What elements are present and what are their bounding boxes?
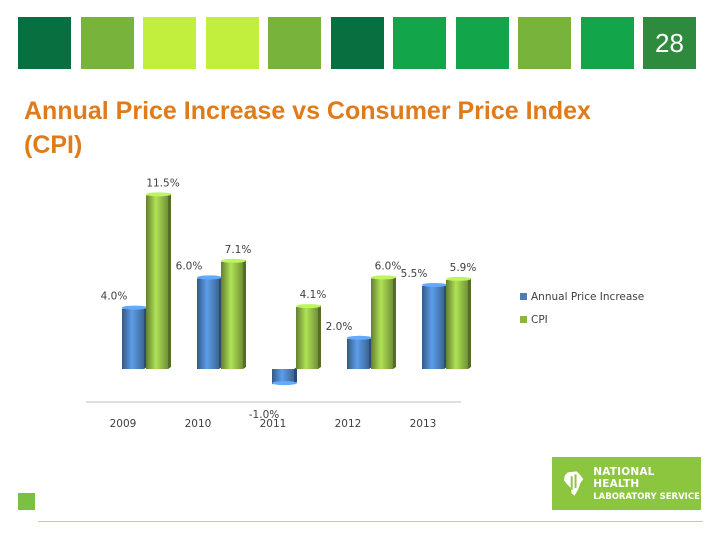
- bar-side: [168, 193, 171, 369]
- data-label: 4.1%: [300, 289, 327, 301]
- header-tile: [18, 17, 71, 69]
- logo-line-1: NATIONAL HEALTH: [593, 465, 655, 490]
- header-tile: [205, 17, 259, 69]
- bar-annual-price-increase-2011: [272, 369, 294, 385]
- legend-swatch: [520, 293, 527, 300]
- bar-top: [122, 305, 147, 310]
- bar-annual-price-increase-2010: [197, 278, 219, 369]
- header-tile: [393, 17, 446, 69]
- bar-cpi-2013: [446, 279, 468, 369]
- bar-side: [393, 276, 396, 369]
- bar-side: [468, 277, 471, 369]
- data-label: 2.0%: [326, 321, 353, 333]
- bar-cpi-2011: [296, 307, 318, 369]
- bar-top: [221, 258, 246, 263]
- data-label: 11.5%: [146, 177, 179, 189]
- bar-annual-price-increase-2012: [347, 338, 369, 369]
- category-label: 2010: [185, 418, 212, 430]
- category-label: 2012: [335, 418, 362, 430]
- bar-top: [146, 192, 171, 197]
- data-label: 5.9%: [450, 262, 477, 274]
- category-label: 2011: [260, 418, 287, 430]
- bar-top: [422, 282, 447, 287]
- bar-side: [243, 259, 246, 369]
- africa-map-icon: [563, 470, 584, 496]
- header-tile: [143, 17, 196, 69]
- bar-top: [446, 276, 471, 281]
- legend-label: CPI: [531, 314, 548, 326]
- corner-square: [18, 493, 35, 510]
- bar-side: [294, 367, 297, 385]
- data-label: -1.0%: [249, 409, 279, 421]
- footer-line: [38, 521, 703, 522]
- bar-top: [197, 275, 222, 280]
- page-title: Annual Price Increase vs Consumer Price …: [24, 97, 591, 159]
- data-label: 6.0%: [375, 260, 402, 272]
- page-number: 28: [643, 17, 696, 69]
- header-tile: [330, 17, 384, 69]
- legend-label: Annual Price Increase: [531, 291, 644, 303]
- bar-annual-price-increase-2009: [122, 308, 144, 369]
- data-label: 6.0%: [176, 260, 203, 272]
- header-tile: [455, 17, 509, 69]
- nhls-logo: NATIONAL HEALTH LABORATORY SERVICE: [552, 457, 701, 510]
- category-label: 2009: [110, 418, 137, 430]
- bar-top: [371, 275, 396, 280]
- data-label: 5.5%: [401, 268, 428, 280]
- bar-cpi-2009: [146, 195, 168, 369]
- logo-line-2: LABORATORY SERVICE: [593, 491, 700, 502]
- bar-top: [347, 335, 372, 340]
- header-tile: [80, 17, 134, 69]
- bar-cpi-2012: [371, 278, 393, 369]
- header-tile: [580, 17, 634, 69]
- category-label: 2013: [410, 418, 437, 430]
- bar-cpi-2010: [221, 261, 243, 369]
- data-label: 4.0%: [101, 291, 128, 303]
- data-label: 7.1%: [225, 244, 252, 256]
- bar-side: [318, 305, 321, 369]
- header-tile: [518, 17, 571, 69]
- bar-top: [272, 381, 297, 386]
- legend-swatch: [520, 316, 527, 323]
- header-tile: [268, 17, 321, 69]
- bar-annual-price-increase-2013: [422, 285, 444, 369]
- bar-top: [296, 304, 321, 309]
